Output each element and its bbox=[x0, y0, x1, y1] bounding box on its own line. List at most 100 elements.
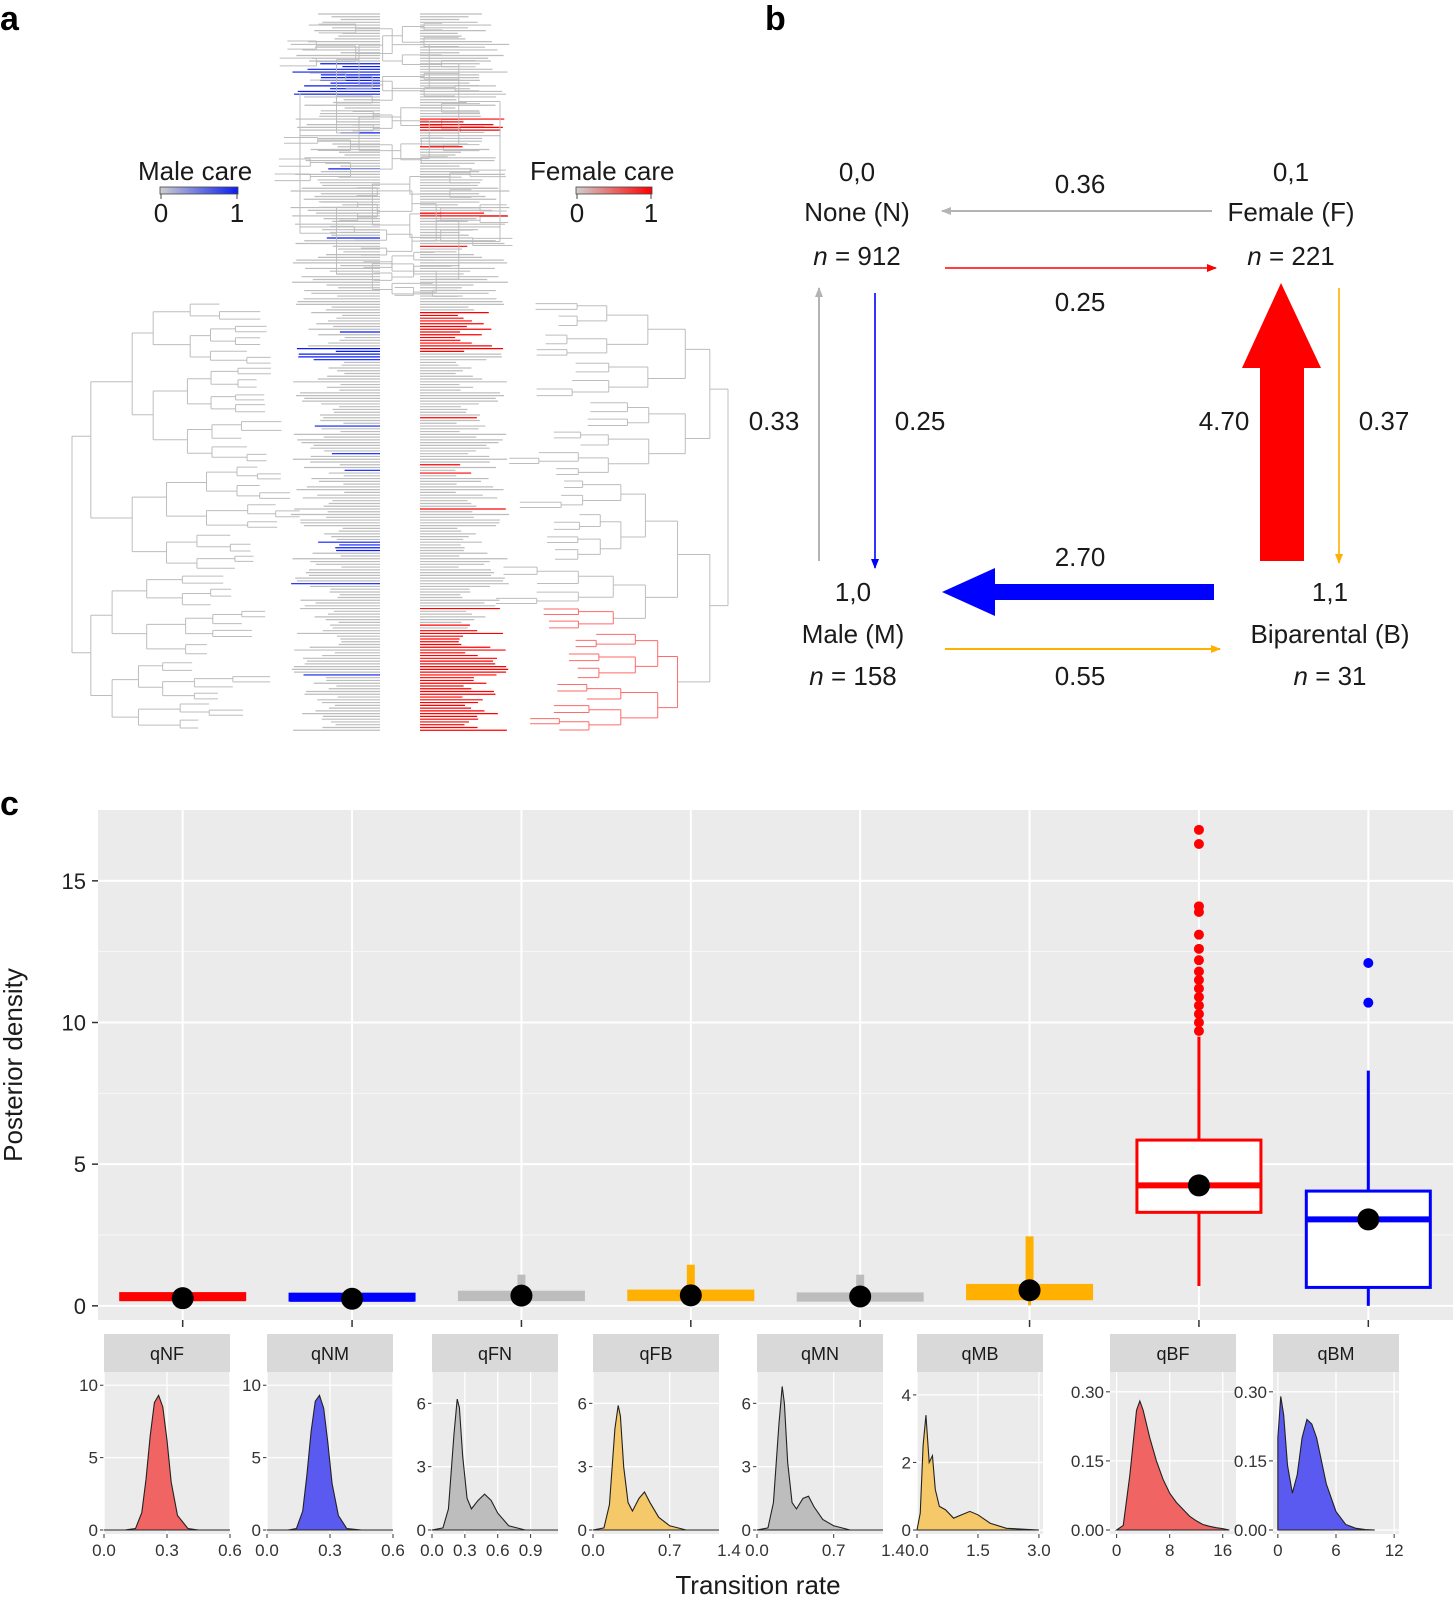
facet-x-tick-label: 0 bbox=[1112, 1541, 1121, 1560]
state-female-code: 0,1 bbox=[1273, 157, 1309, 187]
facet-strip-label: qMN bbox=[801, 1344, 839, 1364]
arrow-biparental-to-male bbox=[942, 568, 1214, 616]
box-qFB bbox=[627, 1264, 755, 1307]
density-curve bbox=[916, 1415, 1039, 1531]
facet-x-tick-label: 0.3 bbox=[318, 1541, 342, 1560]
facet-y-tick-label: 0 bbox=[89, 1521, 98, 1540]
state-biparental: 1,1 Biparental (B) n = 31 bbox=[1251, 577, 1410, 691]
box-outlier bbox=[1193, 983, 1204, 994]
rate-label-bm: 2.70 bbox=[1055, 542, 1106, 572]
facet-x-tick-label: 8 bbox=[1165, 1541, 1174, 1560]
facet-strip bbox=[1110, 1334, 1236, 1372]
facet-strip-label: qBF bbox=[1156, 1344, 1189, 1364]
density-curve bbox=[431, 1398, 558, 1531]
panel-b-label: b bbox=[765, 0, 786, 38]
facet-x-tick-label: 0.7 bbox=[658, 1541, 682, 1560]
y-tick-label: 5 bbox=[74, 1152, 86, 1177]
state-none-code: 0,0 bbox=[839, 157, 875, 187]
facet-x-tick-label: 0.0 bbox=[905, 1541, 929, 1560]
male-care-tree bbox=[71, 13, 513, 731]
facet-x-tick-label: 1.4 bbox=[881, 1541, 905, 1560]
facet-y-tick-label: 0.15 bbox=[1234, 1452, 1267, 1471]
facet-y-tick-label: 0.15 bbox=[1071, 1452, 1104, 1471]
box-outlier bbox=[1193, 1000, 1204, 1011]
box-qMN bbox=[796, 1274, 924, 1308]
rate-label-mb: 0.55 bbox=[1055, 661, 1106, 691]
female-legend-min: 0 bbox=[570, 198, 584, 228]
facet-x-tick-label: 0.0 bbox=[745, 1541, 769, 1560]
box-mean-point bbox=[510, 1284, 533, 1307]
facet-strip-label: qNF bbox=[150, 1344, 184, 1364]
density-curve bbox=[1277, 1396, 1375, 1531]
state-none: 0,0 None (N) n = 912 bbox=[804, 157, 909, 271]
facet-y-tick-label: 0.00 bbox=[1234, 1521, 1267, 1540]
facet-x-tick-label: 0.0 bbox=[581, 1541, 605, 1560]
boxplot-axes: 0 5 10 15 bbox=[62, 869, 1370, 1327]
facet-strip-label: qFB bbox=[639, 1344, 672, 1364]
facet-x-tick-label: 0.0 bbox=[255, 1541, 279, 1560]
facet-x-tick-label: 0.6 bbox=[381, 1541, 405, 1560]
y-tick-label: 15 bbox=[62, 869, 86, 894]
female-legend-title: Female care bbox=[530, 156, 675, 186]
facet-strip-label: qBM bbox=[1317, 1344, 1354, 1364]
box-outlier bbox=[1193, 1026, 1204, 1036]
density-curve bbox=[267, 1394, 393, 1531]
density-panel-qNM: qNM 0 5 10 0.0 0.3 0.6 bbox=[242, 1334, 405, 1560]
rate-label-fn: 0.36 bbox=[1055, 169, 1106, 199]
female-legend-max: 1 bbox=[644, 198, 658, 228]
male-legend-max: 1 bbox=[230, 198, 244, 228]
state-male-count: n = 158 bbox=[809, 661, 897, 691]
state-male: 1,0 Male (M) n = 158 bbox=[802, 577, 905, 691]
state-female: 0,1 Female (F) n = 221 bbox=[1227, 157, 1354, 271]
density-curve bbox=[1114, 1399, 1230, 1531]
box-mean-point bbox=[849, 1285, 872, 1308]
facet-x-tick-label: 0 bbox=[1273, 1541, 1282, 1560]
male-legend-min: 0 bbox=[154, 198, 168, 228]
state-biparental-code: 1,1 bbox=[1312, 577, 1348, 607]
density-curve bbox=[592, 1405, 719, 1531]
box-qFN bbox=[457, 1274, 585, 1307]
box-mean-point bbox=[1187, 1174, 1210, 1197]
facet-y-tick-label: 6 bbox=[417, 1394, 426, 1413]
box-body bbox=[1304, 1189, 1432, 1289]
facet-strip-label: qNM bbox=[311, 1344, 349, 1364]
density-panel-qMB: qMB 0 2 4 0.0 1.5 3.0 bbox=[902, 1334, 1051, 1560]
facet-y-tick-label: 0 bbox=[578, 1521, 587, 1540]
facet-y-tick-label: 5 bbox=[252, 1449, 261, 1468]
panel-c-label: c bbox=[0, 785, 19, 823]
facet-y-tick-label: 2 bbox=[902, 1453, 911, 1472]
facet-strip bbox=[1273, 1334, 1399, 1372]
male-legend-title: Male care bbox=[138, 156, 252, 186]
box-mean-point bbox=[171, 1287, 194, 1310]
box-outlier bbox=[1193, 824, 1204, 835]
rate-label-nm: 0.25 bbox=[895, 406, 946, 436]
boxplot-marks bbox=[119, 824, 1432, 1310]
state-male-code: 1,0 bbox=[835, 577, 871, 607]
boxplot-background bbox=[98, 810, 1453, 1320]
box-outlier bbox=[1193, 1009, 1204, 1019]
box-qNM bbox=[288, 1287, 416, 1310]
facet-y-tick-label: 3 bbox=[742, 1458, 751, 1477]
box-qNF bbox=[119, 1287, 247, 1310]
facet-x-tick-label: 0.6 bbox=[218, 1541, 242, 1560]
density-panel-qBF: qBF 0.00 0.15 0.30 0 8 16 bbox=[1071, 1334, 1236, 1560]
posterior-boxplot-panel: 0 5 10 15 Posterior density qNF 0 5 10 0.0 0.3 0.… bbox=[0, 810, 1453, 1599]
box-qBF bbox=[1135, 824, 1263, 1286]
density-panel-qFN: qFN 0 3 6 0.0 0.3 0.6 0.9 bbox=[417, 1334, 558, 1560]
facet-y-tick-label: 0.00 bbox=[1071, 1521, 1104, 1540]
facet-strip bbox=[917, 1334, 1043, 1372]
density-panels: qNF 0 5 10 0.0 0.3 0.6 qNM 0 5 10 0.0 0.3 0.6 qFN 0 3 6 0.… bbox=[79, 1334, 1404, 1560]
facet-y-tick-label: 4 bbox=[902, 1386, 911, 1405]
female-care-tree bbox=[274, 13, 729, 731]
facet-x-tick-label: 12 bbox=[1385, 1541, 1404, 1560]
box-outlier bbox=[1363, 997, 1374, 1008]
rate-label-bf: 4.70 bbox=[1199, 406, 1250, 436]
box-mean-point bbox=[1018, 1279, 1041, 1302]
box-outlier bbox=[1193, 966, 1204, 977]
facet-x-tick-label: 0.0 bbox=[92, 1541, 116, 1560]
density-panel-qFB: qFB 0 3 6 0.0 0.7 1.4 bbox=[578, 1334, 741, 1560]
facet-x-tick-label: 0.0 bbox=[420, 1541, 444, 1560]
box-outlier bbox=[1193, 975, 1204, 985]
box-outlier bbox=[1193, 929, 1204, 940]
facet-x-tick-label: 0.6 bbox=[486, 1541, 510, 1560]
